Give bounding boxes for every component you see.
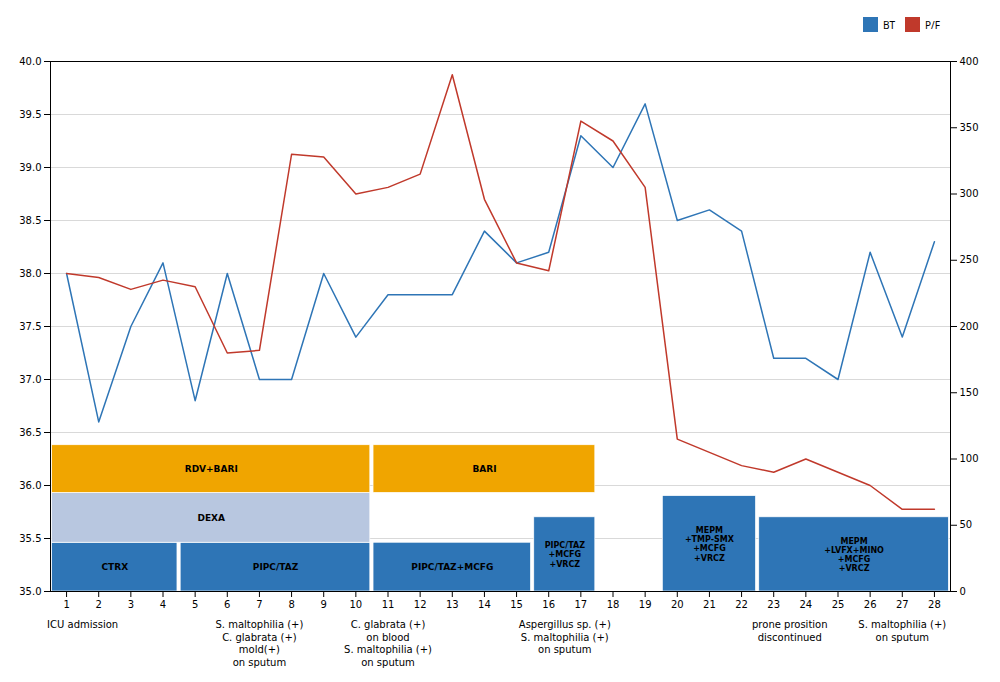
svg-text:ICU admission: ICU admission (47, 619, 118, 630)
svg-text:MEPM+LVFX+MINO+MCFG+VRCZ: MEPM+LVFX+MINO+MCFG+VRCZ (824, 537, 884, 574)
svg-text:400: 400 (960, 56, 979, 67)
svg-text:1: 1 (63, 599, 69, 610)
svg-text:38.0: 38.0 (19, 268, 41, 279)
svg-text:27: 27 (896, 599, 909, 610)
svg-text:25: 25 (832, 599, 845, 610)
svg-text:prone prositiondiscontinued: prone prositiondiscontinued (752, 619, 828, 643)
svg-text:17: 17 (574, 599, 587, 610)
svg-text:50: 50 (960, 519, 973, 530)
svg-text:35.5: 35.5 (19, 533, 41, 544)
svg-text:PIPC/TAZ+MCFG+VRCZ: PIPC/TAZ+MCFG+VRCZ (545, 541, 586, 568)
svg-text:19: 19 (639, 599, 652, 610)
svg-text:300: 300 (960, 188, 979, 199)
svg-text:18: 18 (607, 599, 620, 610)
svg-text:37.0: 37.0 (19, 374, 41, 385)
svg-text:S. maltophilia (+)on sputum: S. maltophilia (+)on sputum (858, 619, 946, 643)
svg-text:39.5: 39.5 (19, 109, 41, 120)
svg-text:11: 11 (382, 599, 395, 610)
svg-text:37.5: 37.5 (19, 321, 41, 332)
svg-text:39.0: 39.0 (19, 162, 41, 173)
svg-text:16: 16 (542, 599, 555, 610)
svg-text:21: 21 (703, 599, 716, 610)
html-text:P/F: P/F (925, 17, 940, 32)
svg-text:4: 4 (160, 599, 166, 610)
svg-text:12: 12 (414, 599, 427, 610)
svg-text:23: 23 (767, 599, 780, 610)
svg-text:13: 13 (446, 599, 459, 610)
svg-text:38.5: 38.5 (19, 215, 41, 226)
svg-text:28: 28 (928, 599, 941, 610)
svg-text:BARI: BARI (472, 464, 496, 474)
svg-text:CTRX: CTRX (101, 562, 128, 572)
svg-text:3: 3 (128, 599, 134, 610)
svg-text:PIPC/TAZ: PIPC/TAZ (253, 562, 299, 572)
svg-text:40.0: 40.0 (19, 56, 41, 67)
svg-text:PIPC/TAZ+MCFG: PIPC/TAZ+MCFG (411, 562, 493, 572)
svg-text:36.5: 36.5 (19, 427, 41, 438)
svg-text:15: 15 (510, 599, 523, 610)
svg-text:6: 6 (224, 599, 230, 610)
svg-text:100: 100 (960, 453, 979, 464)
html-text:BT: BT (883, 17, 895, 32)
svg-text:14: 14 (478, 599, 491, 610)
svg-text:10: 10 (349, 599, 362, 610)
svg-text:150: 150 (960, 387, 979, 398)
svg-text:2: 2 (96, 599, 102, 610)
svg-text:MEPM+TMP-SMX+MCFG+VRCZ: MEPM+TMP-SMX+MCFG+VRCZ (685, 526, 735, 563)
svg-text:24: 24 (799, 599, 812, 610)
svg-text:5: 5 (192, 599, 198, 610)
svg-text:0: 0 (960, 586, 966, 597)
svg-text:DEXA: DEXA (197, 513, 225, 523)
svg-text:Aspergillus sp. (+)S. maltophi: Aspergillus sp. (+)S. maltophilia (+)on … (519, 619, 611, 655)
svg-text:C. glabrata (+)on bloodS. malt: C. glabrata (+)on bloodS. maltophilia (+… (344, 619, 432, 668)
svg-text:7: 7 (256, 599, 262, 610)
svg-text:9: 9 (321, 599, 327, 610)
svg-text:8: 8 (288, 599, 294, 610)
svg-text:S. maltophilia (+)C. glabrata: S. maltophilia (+)C. glabrata (+)mold(+)… (215, 619, 303, 668)
svg-text:20: 20 (671, 599, 684, 610)
svg-text:36.0: 36.0 (19, 480, 41, 491)
svg-text:22: 22 (735, 599, 748, 610)
svg-text:26: 26 (864, 599, 877, 610)
svg-text:250: 250 (960, 254, 979, 265)
svg-text:35.0: 35.0 (19, 586, 41, 597)
svg-text:350: 350 (960, 122, 979, 133)
svg-text:200: 200 (960, 321, 979, 332)
svg-text:RDV+BARI: RDV+BARI (185, 464, 238, 474)
